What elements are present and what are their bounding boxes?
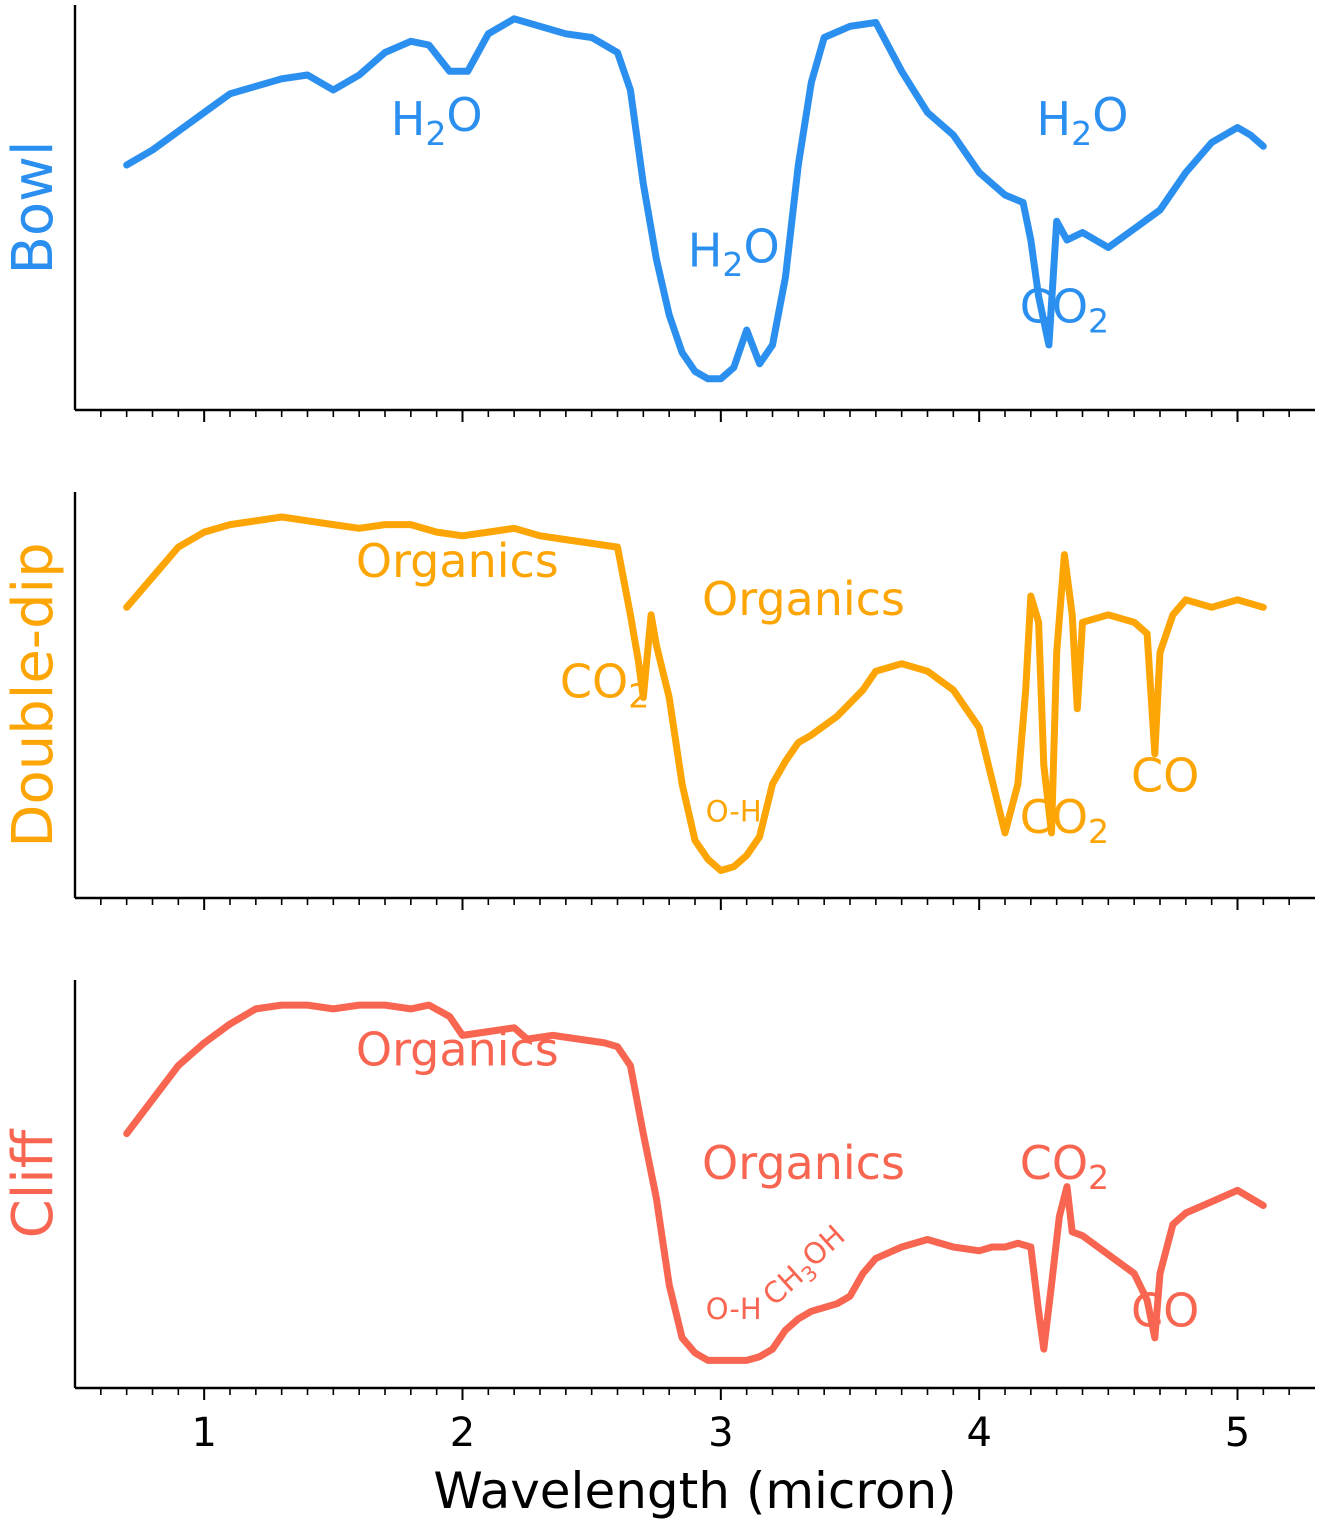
x-tick-label: 3: [708, 1410, 733, 1456]
x-tick-label: 1: [191, 1410, 216, 1456]
annotation-label: CO2: [560, 655, 649, 716]
x-axis-label: Wavelength (micron): [433, 1462, 956, 1520]
annotation-label: O-H: [706, 1292, 762, 1326]
annotation-label: CO: [1131, 1283, 1199, 1337]
y-axis-label: Cliff: [1, 1128, 66, 1238]
annotation-label: O-H: [706, 795, 762, 829]
annotation-label: CO2: [1020, 790, 1109, 851]
series-line: [123, 15, 1267, 383]
annotation-label: H2O: [1037, 88, 1129, 153]
y-axis-label: Double-dip: [1, 542, 66, 847]
x-tick-label: 2: [450, 1410, 475, 1456]
x-tick-label: 4: [966, 1410, 991, 1456]
annotation-label: CO2: [1020, 1136, 1109, 1197]
annotation-label: Organics: [702, 1136, 905, 1190]
x-tick-label: 5: [1225, 1410, 1250, 1456]
annotation-label: CO: [1131, 749, 1199, 803]
annotation-label: H2O: [688, 219, 780, 284]
annotation-label: Organics: [356, 1023, 559, 1077]
annotation-label: H2O: [391, 88, 483, 153]
panel-double-dip: Double-dip Organics Organics CO2 O-H CO2 CO: [1, 492, 1315, 910]
y-axis-label: Bowl: [1, 140, 66, 274]
panel-bowl: Bowl H2O H2O H2O CO2: [1, 5, 1315, 422]
annotation-label: Organics: [356, 534, 559, 588]
annotation-label: CO2: [1020, 280, 1109, 341]
series-line: [123, 513, 1267, 874]
series-line: [123, 1001, 1267, 1364]
annotation-label: Organics: [702, 572, 905, 626]
